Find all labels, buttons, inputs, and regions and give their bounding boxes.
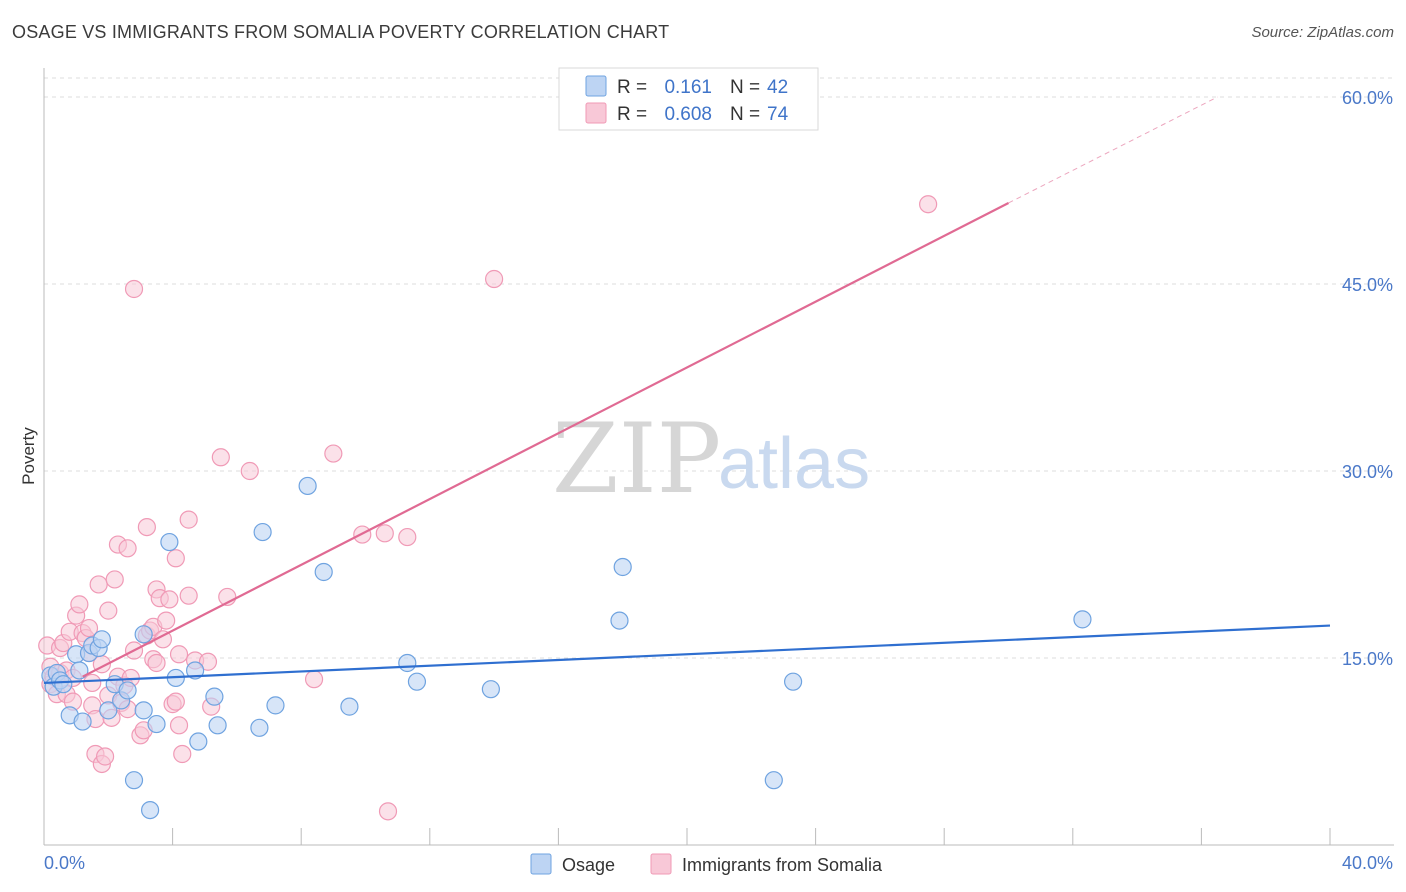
legend-r-label-osage: R = (617, 77, 647, 98)
somalia-trend-extension (1008, 96, 1218, 204)
somalia-point (70, 595, 89, 614)
series-somalia-points (38, 195, 938, 821)
somalia-point (198, 652, 218, 671)
somalia-point (118, 539, 137, 558)
osage-point (118, 681, 137, 700)
somalia-point (157, 611, 176, 630)
bottom-legend-swatch-osage (530, 853, 552, 875)
osage-point (208, 716, 227, 735)
somalia-point (179, 510, 198, 529)
bottom-legend-swatch-somalia (650, 853, 672, 875)
somalia-point (79, 618, 99, 638)
legend-n-value-somalia: 74 (767, 104, 789, 125)
somalia-point (160, 590, 179, 609)
somalia-point (169, 645, 189, 664)
osage-point (134, 625, 153, 644)
legend-r-label-somalia: R = (617, 104, 647, 125)
x-tick-label: 40.0% (1342, 853, 1393, 873)
osage-point (99, 701, 118, 720)
osage-point (186, 661, 205, 680)
axes (43, 68, 1394, 846)
somalia-point (137, 517, 156, 537)
osage-point (407, 672, 427, 691)
somalia-point (398, 527, 417, 547)
chart-title: OSAGE VS IMMIGRANTS FROM SOMALIA POVERTY… (12, 22, 670, 42)
y-tick-label: 45.0% (1342, 275, 1393, 295)
y-tick-labels: 15.0% 30.0% 45.0% 60.0% (1342, 88, 1393, 669)
watermark-zip: ZIP (552, 403, 721, 515)
osage-point (70, 661, 89, 680)
osage-point (205, 687, 224, 706)
osage-point (147, 714, 166, 734)
osage-point (140, 800, 160, 820)
somalia-point (304, 670, 324, 689)
somalia-point (919, 195, 938, 214)
somalia-point (485, 269, 504, 289)
osage-point (298, 476, 317, 496)
source-credit: Source: ZipAtlas.com (1251, 24, 1394, 41)
osage-point (610, 611, 629, 630)
x-tick-label: 0.0% (44, 853, 85, 873)
osage-point (266, 696, 285, 715)
legend-n-label-osage: N = (730, 77, 760, 98)
somalia-point (324, 444, 343, 463)
osage-point (124, 771, 144, 790)
somalia-point (378, 802, 398, 821)
osage-point (398, 653, 417, 673)
gridlines (44, 77, 1394, 659)
somalia-point (240, 461, 259, 481)
osage-point (613, 557, 632, 577)
osage-point (160, 532, 179, 552)
osage-point (189, 732, 208, 751)
somalia-point (95, 747, 115, 766)
osage-point (481, 680, 500, 699)
legend-n-value-osage: 42 (767, 77, 788, 98)
bottom-legend-label-somalia: Immigrants from Somalia (682, 855, 883, 875)
legend-swatch-somalia (585, 102, 607, 124)
somalia-point (179, 586, 198, 605)
somalia-point (147, 653, 166, 673)
legend: R = 0.161 N = 42 R = 0.608 N = 74 (558, 67, 819, 131)
trend-lines (43, 96, 1331, 685)
series-osage-points (41, 476, 1092, 820)
osage-point (54, 675, 73, 694)
somalia-point (99, 601, 118, 620)
somalia-point (173, 744, 192, 764)
watermark-atlas: atlas (718, 424, 870, 504)
osage-point (783, 672, 803, 691)
bottom-legend: Osage Immigrants from Somalia (530, 853, 883, 875)
legend-r-value-osage: 0.161 (664, 77, 712, 98)
somalia-point (169, 716, 189, 735)
y-tick-label: 15.0% (1342, 649, 1393, 669)
osage-point (134, 701, 153, 720)
legend-r-value-somalia: 0.608 (664, 104, 712, 125)
osage-point (1073, 610, 1092, 629)
somalia-point (83, 673, 102, 693)
somalia-point (124, 279, 144, 299)
bottom-legend-label-osage: Osage (562, 855, 615, 875)
y-tick-label: 60.0% (1342, 88, 1393, 108)
somalia-point (89, 575, 108, 594)
osage-point (73, 712, 92, 731)
somalia-point (166, 549, 185, 568)
osage-point (764, 771, 783, 790)
x-tick-labels: 0.0% 40.0% (44, 853, 1393, 873)
y-tick-label: 30.0% (1342, 462, 1393, 482)
legend-swatch-osage (585, 75, 607, 97)
somalia-trend-line (82, 201, 1010, 678)
somalia-point (375, 524, 394, 543)
osage-point (340, 697, 359, 716)
osage-point (92, 630, 111, 649)
osage-trend-line (43, 624, 1331, 685)
somalia-point (105, 570, 124, 589)
somalia-point (166, 692, 185, 711)
osage-point (253, 522, 272, 542)
somalia-point (211, 448, 230, 467)
osage-point (314, 562, 333, 582)
watermark: ZIP atlas (552, 403, 870, 515)
y-axis-title: Poverty (19, 427, 38, 485)
legend-n-label-somalia: N = (730, 104, 760, 125)
osage-point (250, 718, 269, 737)
